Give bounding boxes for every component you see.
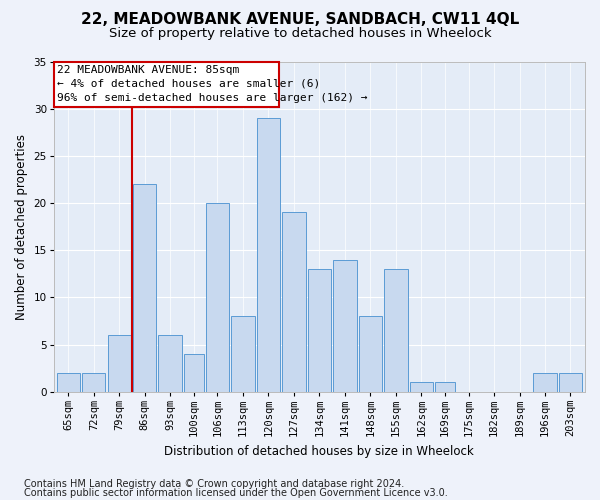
X-axis label: Distribution of detached houses by size in Wheelock: Distribution of detached houses by size … [164,444,474,458]
Y-axis label: Number of detached properties: Number of detached properties [15,134,28,320]
Bar [308,269,331,392]
Text: Contains public sector information licensed under the Open Government Licence v3: Contains public sector information licen… [24,488,448,498]
Bar [333,260,356,392]
Bar [559,373,582,392]
Text: ← 4% of detached houses are smaller (6): ← 4% of detached houses are smaller (6) [58,79,320,89]
Bar [384,269,407,392]
Bar [107,335,131,392]
Bar [82,373,106,392]
Text: 96% of semi-detached houses are larger (162) →: 96% of semi-detached houses are larger (… [58,92,368,102]
Bar [435,382,455,392]
Bar [158,335,182,392]
Bar [410,382,433,392]
Bar [56,373,80,392]
Bar [206,203,229,392]
Bar [184,354,204,392]
Text: Contains HM Land Registry data © Crown copyright and database right 2024.: Contains HM Land Registry data © Crown c… [24,479,404,489]
Bar [133,184,157,392]
Text: 22, MEADOWBANK AVENUE, SANDBACH, CW11 4QL: 22, MEADOWBANK AVENUE, SANDBACH, CW11 4Q… [81,12,519,28]
Bar [282,212,305,392]
Text: Size of property relative to detached houses in Wheelock: Size of property relative to detached ho… [109,28,491,40]
Bar [257,118,280,392]
Bar [359,316,382,392]
Bar [533,373,557,392]
Bar [231,316,254,392]
Bar [55,62,280,107]
Text: 22 MEADOWBANK AVENUE: 85sqm: 22 MEADOWBANK AVENUE: 85sqm [58,66,239,76]
